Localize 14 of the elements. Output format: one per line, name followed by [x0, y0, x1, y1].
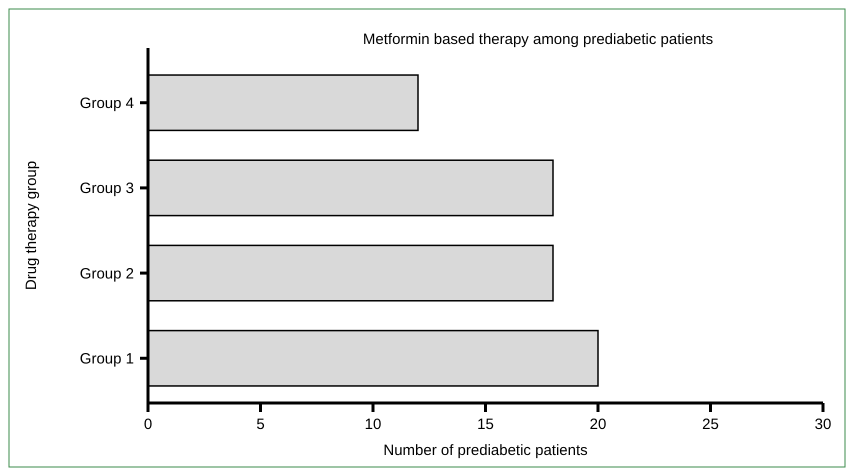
x-axis-title: Number of prediabetic patients: [383, 442, 588, 459]
y-tick-label: Group 1: [80, 350, 134, 368]
y-tick-label: Group 3: [80, 180, 134, 198]
chart-title: Metformin based therapy among prediabetic patients: [362, 31, 714, 48]
y-axis-title: Drug therapy group: [23, 160, 40, 290]
x-tick-label: 5: [256, 416, 265, 433]
x-tick-label: 0: [144, 416, 152, 433]
x-tick-label: 20: [590, 416, 606, 433]
y-tick-label: Group 2: [80, 265, 134, 282]
x-tick-label: 10: [364, 416, 382, 433]
x-tick-label: 30: [814, 416, 832, 433]
x-tick-label: 25: [702, 416, 719, 433]
y-tick-label: Group 4: [80, 94, 134, 112]
x-tick-label: 15: [477, 416, 494, 433]
